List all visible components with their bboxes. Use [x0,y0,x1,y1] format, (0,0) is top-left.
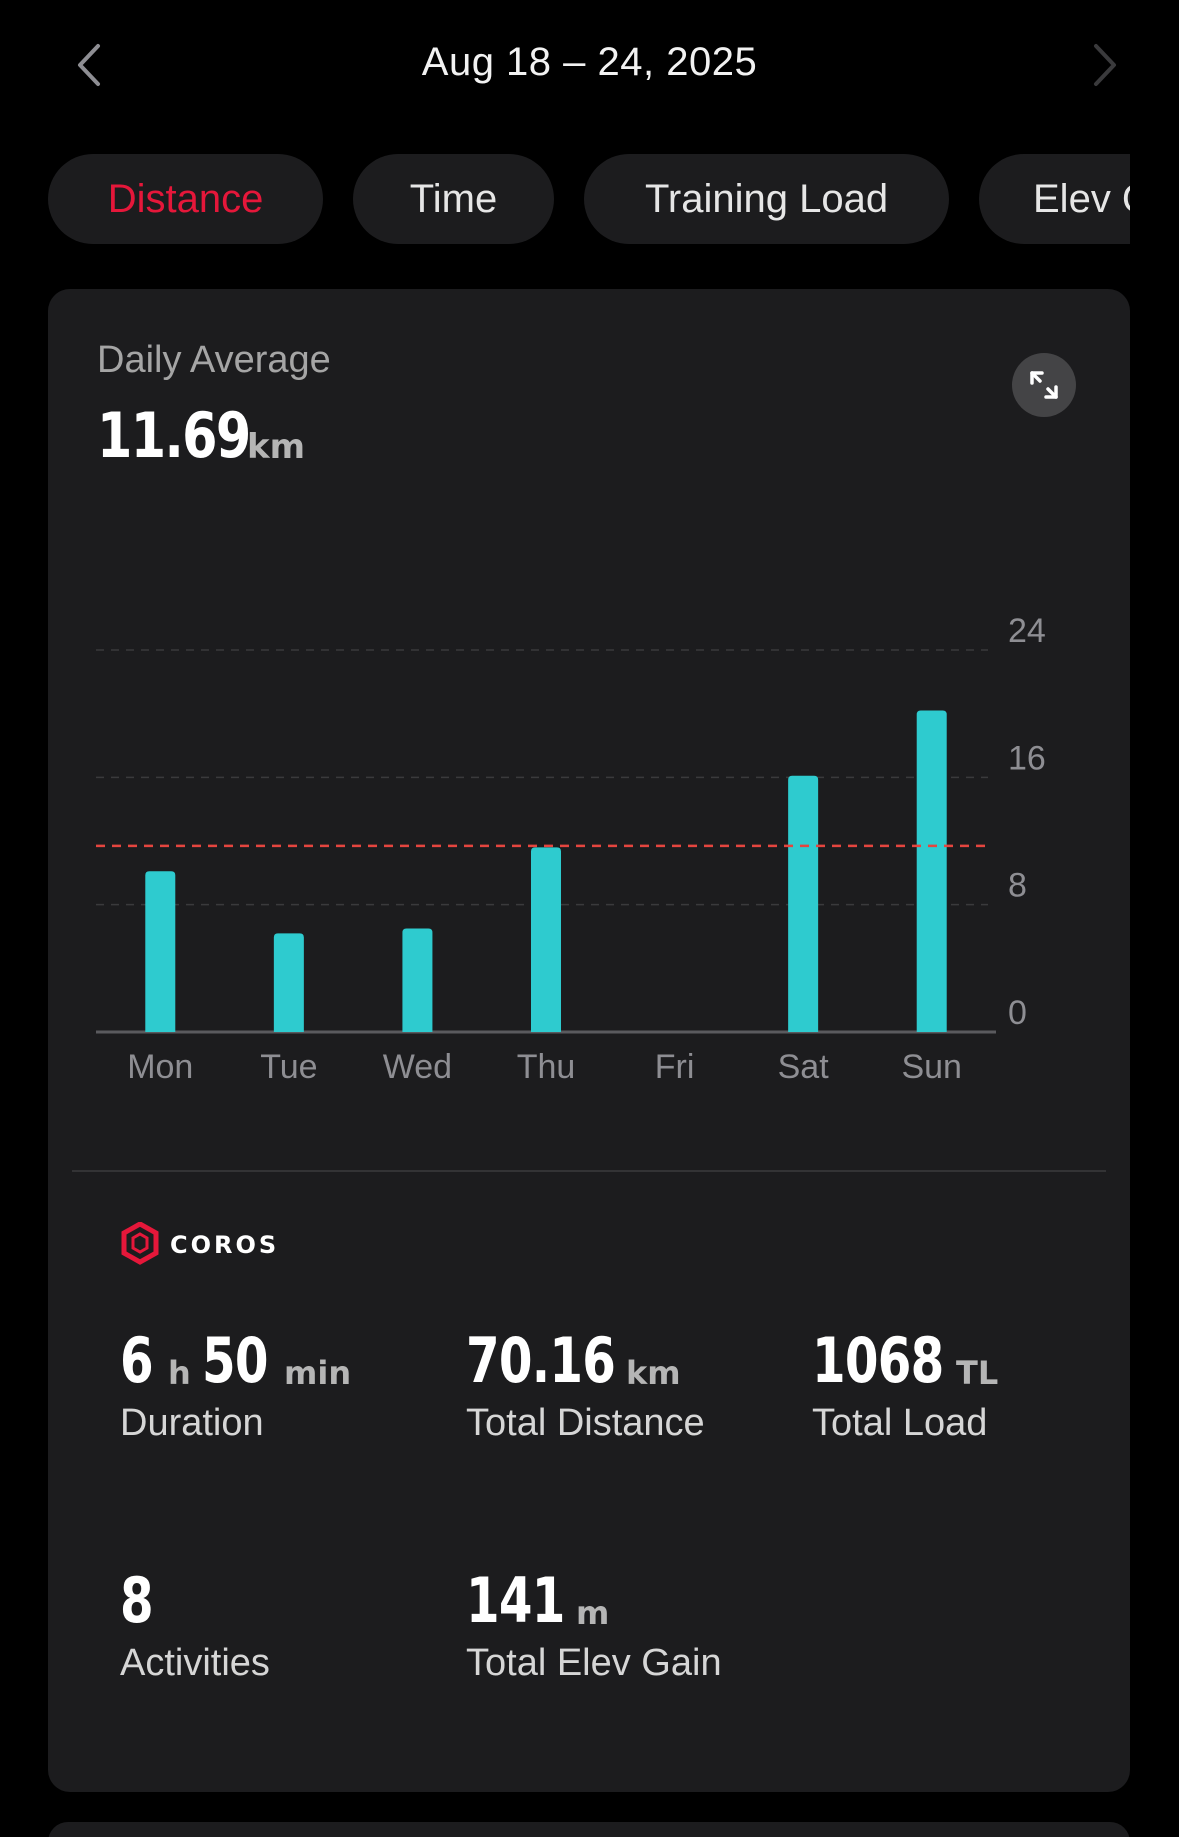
date-range-title: Aug 18 – 24, 2025 [421,40,758,84]
divider [72,1170,1106,1172]
bar-mon [145,871,176,1032]
stat-duration: 6 h 50 min Duration [120,1324,351,1445]
svg-text:COROS: COROS [170,1231,279,1259]
bar-sat [788,775,819,1032]
daily-average-number: 11.69 [97,399,251,472]
y-tick-label: 8 [1008,867,1027,905]
x-tick-label: Sun [901,1048,962,1086]
next-card [48,1822,1130,1837]
elev-gain-label: Total Elev Gain [466,1642,722,1684]
x-tick-label: Thu [517,1048,576,1086]
tab-distance[interactable]: Distance [48,154,323,244]
previous-week-button[interactable] [66,38,116,92]
distance-card: Daily Average 11.69 km 0 8 16 24 Mon Tue Wed Th… [48,289,1130,1792]
total-load-label: Total Load [812,1402,988,1444]
duration-minutes-unit: min [284,1354,352,1392]
total-load-value: 1068 [812,1324,944,1397]
duration-hours: 6 [120,1324,154,1397]
duration-label: Duration [120,1402,264,1444]
total-load-unit: TL [956,1354,999,1392]
distance-bar-chart: 0 8 16 24 Mon Tue Wed Thu Fri Sat Sun [96,612,1046,1086]
total-distance-unit: km [626,1354,681,1392]
y-tick-label: 24 [1008,612,1046,650]
next-week-button[interactable] [1078,38,1128,92]
x-tick-label: Fri [655,1048,695,1086]
bar-tue [273,933,304,1032]
daily-average-value: 11.69 km [97,399,305,479]
activities-label: Activities [120,1642,270,1684]
coros-logo-icon: COROS [121,1221,279,1265]
bar-wed [402,928,433,1032]
chevron-right-icon [1094,44,1116,86]
bar-thu [531,847,561,1032]
stat-total-distance: 70.16 km Total Distance [466,1324,705,1445]
bar-sun [916,710,947,1032]
tab-training-load[interactable]: Training Load [584,154,949,244]
elev-gain-unit: m [576,1594,610,1632]
daily-average-unit: km [247,427,306,467]
stat-elev-gain: 141 m Total Elev Gain [466,1564,722,1685]
x-tick-label: Sat [778,1048,830,1086]
y-tick-label: 0 [1008,994,1027,1032]
stat-activities: 8 Activities [120,1564,270,1685]
activities-value: 8 [120,1564,154,1637]
expand-chart-button[interactable] [1012,353,1076,417]
total-distance-label: Total Distance [466,1402,705,1444]
elev-gain-value: 141 [466,1564,565,1637]
metric-tabs: Distance Time Training Load Elev Gain [48,154,1130,244]
x-tick-label: Mon [127,1048,193,1086]
chevron-left-icon [78,44,100,86]
header: Aug 18 – 24, 2025 [0,0,1179,130]
duration-minutes: 50 [202,1324,269,1397]
x-tick-label: Tue [260,1048,317,1086]
tab-time[interactable]: Time [353,154,554,244]
expand-icon [1030,371,1058,399]
duration-hours-unit: h [168,1354,191,1392]
stat-total-load: 1068 TL Total Load [812,1324,998,1445]
y-tick-label: 16 [1008,739,1046,777]
total-distance-value: 70.16 [466,1324,616,1397]
coros-logo: COROS [120,1221,320,1266]
x-tick-label: Wed [383,1048,452,1086]
tab-elev-gain[interactable]: Elev Gain [979,154,1130,244]
daily-average-label: Daily Average [97,339,331,381]
